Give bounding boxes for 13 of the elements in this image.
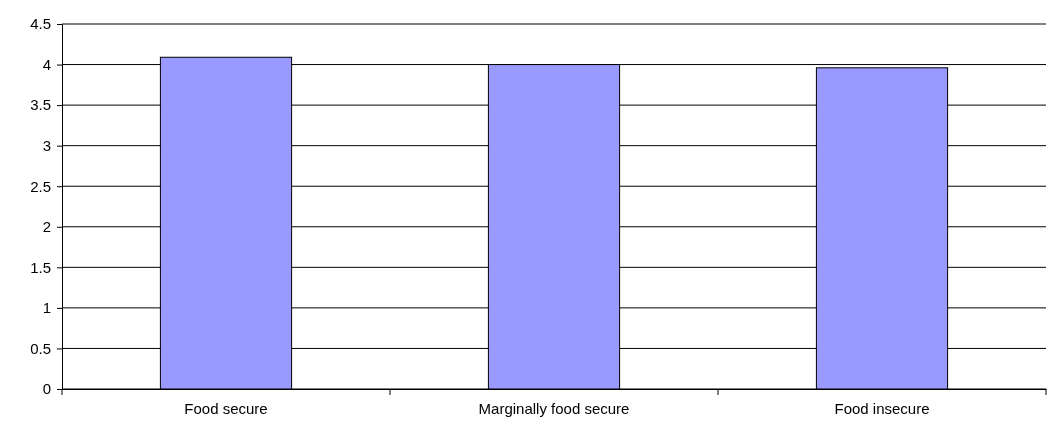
y-tick-label: 2 (42, 218, 51, 236)
y-tick-label: 3.5 (30, 96, 51, 114)
y-tick-label: 0.5 (30, 339, 51, 357)
y-tick-label: 0 (42, 380, 51, 398)
x-tick-label: Marginally food secure (478, 399, 630, 417)
x-tick-label: Food secure (184, 399, 268, 417)
y-tick-label: 4.5 (30, 15, 51, 33)
y-tick-label: 4 (42, 55, 51, 73)
y-tick-label: 3 (42, 136, 51, 154)
y-tick-label: 2.5 (30, 177, 51, 195)
x-tick-label: Food insecure (834, 399, 930, 417)
y-tick-label: 1.5 (30, 258, 51, 276)
y-tick-label: 1 (42, 299, 51, 317)
